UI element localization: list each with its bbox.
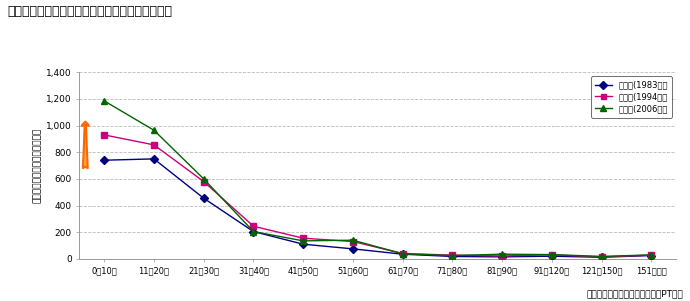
第２回(1983年） xyxy=(598,256,606,259)
Legend: 第２回(1983年）, 第３回(1994年）, 第４回(2006年）: 第２回(1983年）, 第３回(1994年）, 第４回(2006年） xyxy=(591,76,672,118)
第４回(2006年） xyxy=(249,230,257,233)
第４回(2006年） xyxy=(647,253,655,257)
第４回(2006年） xyxy=(100,99,108,103)
第３回(1994年） xyxy=(598,255,606,259)
Text: 資料：第２～４回　道央都市圈PT調査: 資料：第２～４回 道央都市圈PT調査 xyxy=(586,289,683,298)
第２回(1983年） xyxy=(100,158,108,162)
第２回(1983年） xyxy=(150,157,158,161)
第３回(1994年） xyxy=(348,240,357,243)
第２回(1983年） xyxy=(448,255,457,258)
第３回(1994年） xyxy=(249,225,257,228)
第３回(1994年） xyxy=(150,143,158,147)
Line: 第２回(1983年）: 第２回(1983年） xyxy=(101,156,654,260)
第２回(1983年） xyxy=(348,247,357,251)
第４回(2006年） xyxy=(299,239,307,243)
第２回(1983年） xyxy=(498,255,506,259)
第３回(1994年） xyxy=(647,253,655,257)
第２回(1983年） xyxy=(647,254,655,257)
第４回(2006年） xyxy=(448,254,457,257)
第３回(1994年） xyxy=(299,236,307,240)
第２回(1983年） xyxy=(299,242,307,246)
第４回(2006年） xyxy=(598,255,606,258)
第２回(1983年） xyxy=(199,196,208,200)
第２回(1983年） xyxy=(249,230,257,233)
Line: 第４回(2006年）: 第４回(2006年） xyxy=(101,98,655,260)
第４回(2006年） xyxy=(548,253,556,256)
第４回(2006年） xyxy=(150,129,158,132)
第３回(1994年） xyxy=(100,133,108,137)
第２回(1983年） xyxy=(548,254,556,258)
第４回(2006年） xyxy=(399,252,407,256)
第２回(1983年） xyxy=(399,252,407,256)
第３回(1994年） xyxy=(548,253,556,257)
Y-axis label: トリップ数（千トリップ／日）: トリップ数（千トリップ／日） xyxy=(33,128,42,203)
第３回(1994年） xyxy=(399,252,407,255)
第３回(1994年） xyxy=(199,180,208,183)
第３回(1994年） xyxy=(448,253,457,257)
第４回(2006年） xyxy=(348,238,357,242)
第３回(1994年） xyxy=(498,254,506,258)
第４回(2006年） xyxy=(498,252,506,256)
Text: 【自動車利用トリップのトリップ長分布の変化】: 【自動車利用トリップのトリップ長分布の変化】 xyxy=(7,5,172,17)
第４回(2006年） xyxy=(199,177,208,181)
Line: 第３回(1994年）: 第３回(1994年） xyxy=(101,132,654,260)
